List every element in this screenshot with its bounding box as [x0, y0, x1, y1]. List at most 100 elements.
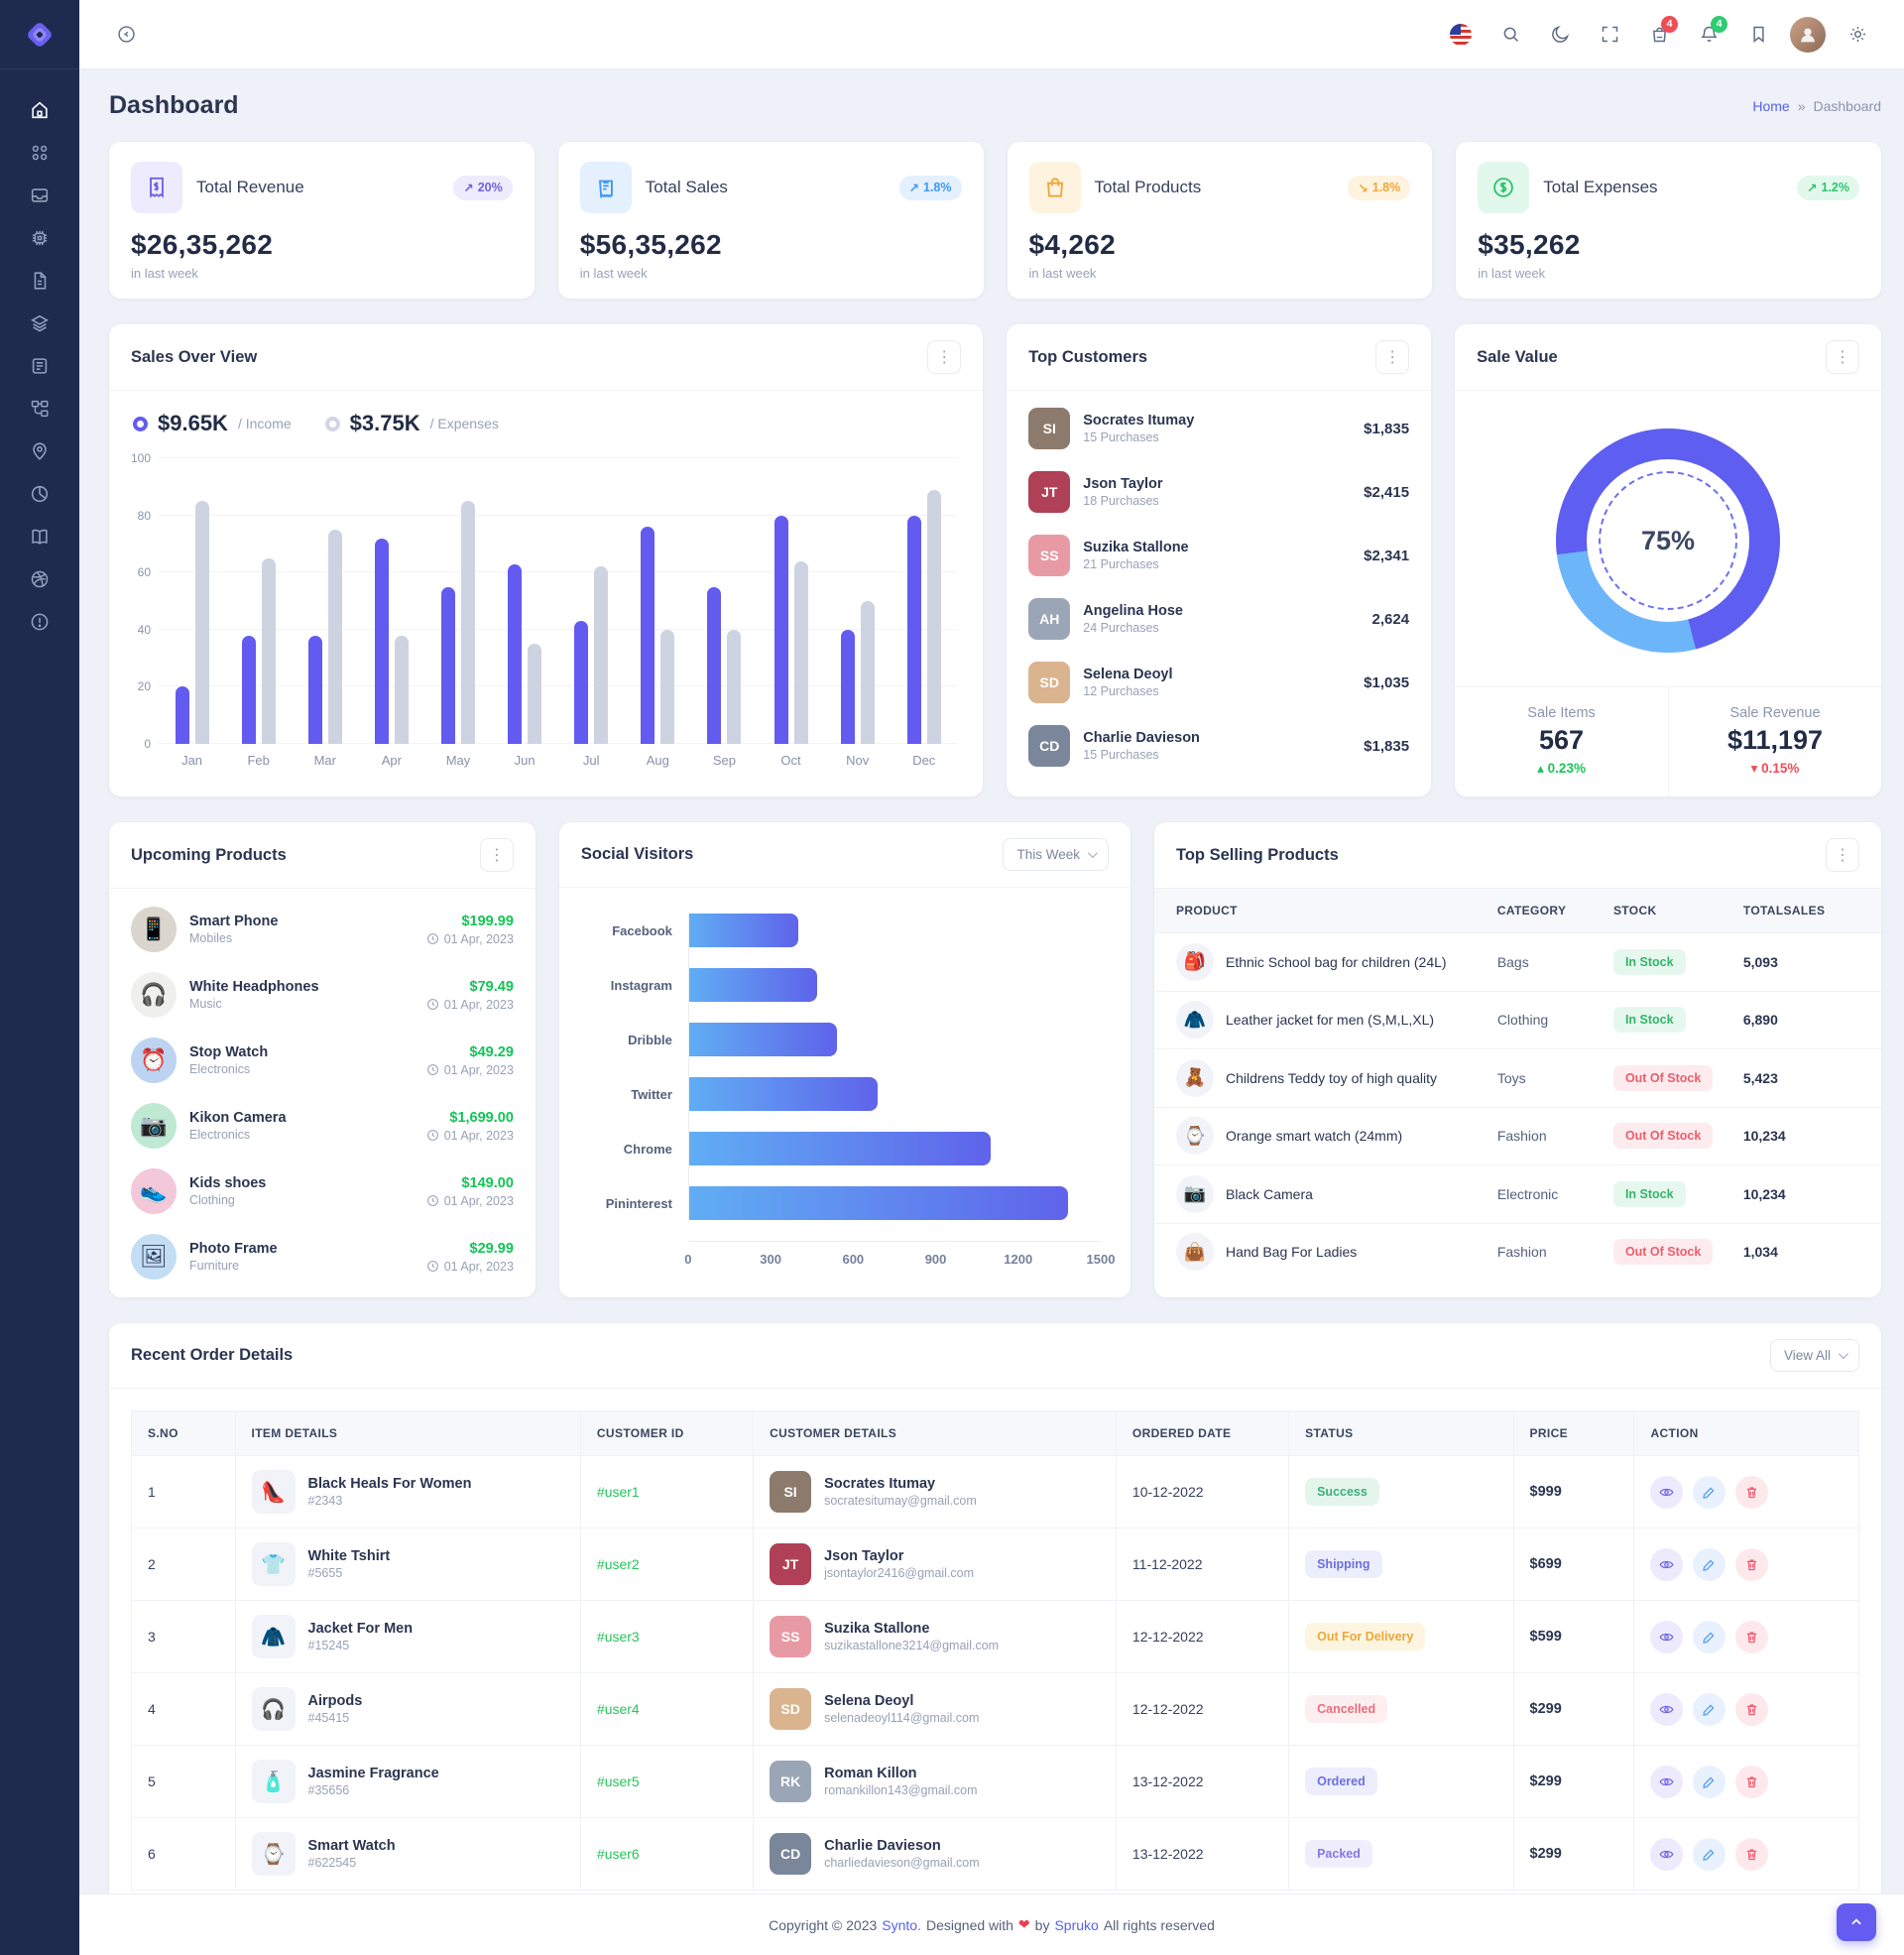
language-flag-button[interactable]	[1442, 16, 1480, 54]
sidebar-item-forms[interactable]	[20, 353, 60, 379]
top-selling-row[interactable]: 🧸 Childrens Teddy toy of high quality Toy…	[1153, 1048, 1881, 1107]
customer-name: Angelina Hose	[1083, 603, 1183, 619]
product-row[interactable]: ⏰ Stop Watch Electronics $49.29 01 Apr, …	[109, 1028, 536, 1093]
product-date: 01 Apr, 2023	[426, 1194, 514, 1208]
top-customers-menu-button[interactable]: ⋮	[1375, 340, 1410, 374]
customer-id-link[interactable]: #user2	[579, 1527, 755, 1601]
customer-id-link[interactable]: #user3	[579, 1600, 755, 1673]
bookmark-button[interactable]	[1739, 16, 1777, 54]
app-logo[interactable]	[0, 0, 79, 69]
edit-order-button[interactable]	[1693, 1837, 1726, 1871]
synto-link[interactable]: Synto.	[882, 1916, 921, 1933]
view-order-button[interactable]	[1650, 1475, 1684, 1509]
product-category: Electronic	[1496, 1185, 1559, 1202]
sidebar-item-inbox[interactable]	[20, 183, 60, 208]
delete-order-button[interactable]	[1735, 1620, 1769, 1653]
bar-income-jan	[175, 686, 189, 744]
customer-row[interactable]: SD Selena Deoyl 12 Purchases $1,035	[1007, 651, 1431, 714]
sidebar-item-charts[interactable]	[20, 481, 60, 507]
scroll-to-top-button[interactable]	[1837, 1903, 1876, 1941]
fullscreen-button[interactable]	[1591, 16, 1628, 54]
revenue-receipt-icon	[131, 162, 182, 213]
edit-order-button[interactable]	[1693, 1620, 1726, 1653]
avatar-initials: SS	[780, 1629, 800, 1645]
edit-order-button[interactable]	[1693, 1692, 1726, 1726]
customer-amount: 2,624	[1371, 610, 1410, 628]
sidebar-collapse-button[interactable]	[107, 16, 145, 54]
customer-id-link[interactable]: #user4	[579, 1672, 755, 1746]
upcoming-products-menu-button[interactable]: ⋮	[479, 838, 514, 872]
sidebar-item-apps[interactable]	[20, 140, 60, 166]
breadcrumb-home-link[interactable]: Home	[1752, 97, 1790, 114]
item-icon: 🧴	[261, 1771, 286, 1793]
edit-order-button[interactable]	[1693, 1475, 1726, 1509]
social-visitors-filter-dropdown[interactable]: This Week	[1003, 838, 1109, 871]
product-row[interactable]: 📱 Smart Phone Mobiles $199.99 01 Apr, 20…	[109, 897, 536, 962]
sidebar-item-maps[interactable]	[20, 438, 60, 464]
bar-expenses-oct	[793, 560, 808, 744]
view-order-button[interactable]	[1650, 1620, 1684, 1653]
date-text: 01 Apr, 2023	[443, 1062, 514, 1077]
eye-icon	[1660, 1488, 1674, 1496]
product-category: Furniture	[189, 1259, 240, 1273]
sidebar-item-docs[interactable]	[20, 524, 60, 550]
product-row[interactable]: 🎧 White Headphones Music $79.49 01 Apr, …	[109, 962, 536, 1028]
top-selling-row[interactable]: 🧥 Leather jacket for men (S,M,L,XL) Cloth…	[1153, 990, 1881, 1049]
y-tick: 80	[137, 508, 151, 523]
social-label-dribble: Dribble	[628, 1032, 672, 1047]
delete-order-button[interactable]	[1735, 1547, 1769, 1581]
view-order-button[interactable]	[1650, 1765, 1684, 1798]
delete-order-button[interactable]	[1735, 1837, 1769, 1871]
avatar-initials: SI	[1042, 421, 1056, 436]
sale-value-menu-button[interactable]: ⋮	[1825, 340, 1859, 374]
product-row[interactable]: 📷 Kikon Camera Electronics $1,699.00 01 …	[109, 1093, 536, 1159]
search-button[interactable]	[1491, 16, 1529, 54]
notifications-badge: 4	[1711, 15, 1727, 33]
customer-row[interactable]: SI Socrates Itumay 15 Purchases $1,835	[1007, 397, 1431, 460]
sidebar-item-error[interactable]	[20, 609, 60, 635]
profile-button[interactable]	[1789, 16, 1827, 54]
view-order-button[interactable]	[1650, 1692, 1684, 1726]
product-row[interactable]: 🖼 Photo Frame Furniture $29.99 01 Apr, 2…	[109, 1224, 536, 1289]
dark-mode-button[interactable]	[1541, 16, 1579, 54]
customer-id-link[interactable]: #user6	[579, 1817, 755, 1891]
customer-row[interactable]: JT Json Taylor 18 Purchases $2,415	[1007, 460, 1431, 524]
stock-badge: In Stock	[1612, 1180, 1686, 1207]
customer-id-link[interactable]: #user1	[579, 1455, 755, 1528]
bar-income-oct	[774, 515, 788, 744]
bar-income-may	[440, 586, 455, 744]
customer-row[interactable]: AH Angelina Hose 24 Purchases 2,624	[1007, 587, 1431, 651]
delete-order-button[interactable]	[1735, 1692, 1769, 1726]
top-selling-row[interactable]: 📷 Black Camera Electronic In Stock 10,234	[1153, 1164, 1881, 1223]
sidebar-item-dribbble[interactable]	[20, 566, 60, 592]
view-all-dropdown[interactable]: View All	[1769, 1339, 1859, 1372]
customer-id-link[interactable]: #user5	[579, 1745, 755, 1818]
customer-row[interactable]: SS Suzika Stallone 21 Purchases $2,341	[1007, 524, 1431, 587]
settings-button[interactable]	[1839, 16, 1876, 54]
sidebar-item-cpu[interactable]	[20, 225, 60, 251]
cart-button[interactable]: 4	[1640, 15, 1678, 54]
top-selling-row[interactable]: 👜 Hand Bag For Ladies Fashion Out Of Stoc…	[1153, 1222, 1881, 1282]
sales-overview-menu-button[interactable]: ⋮	[927, 340, 962, 374]
sidebar-item-pages[interactable]	[20, 268, 60, 294]
delete-order-button[interactable]	[1735, 1475, 1769, 1509]
view-order-button[interactable]	[1650, 1547, 1684, 1581]
customer-row[interactable]: CD Charlie Davieson 15 Purchases $1,835	[1007, 714, 1431, 778]
edit-order-button[interactable]	[1693, 1547, 1726, 1581]
sidebar-item-home[interactable]	[20, 97, 60, 123]
delete-order-button[interactable]	[1735, 1765, 1769, 1798]
sidebar-item-tree[interactable]	[20, 396, 60, 422]
edit-order-button[interactable]	[1693, 1765, 1726, 1798]
product-image: 🎧	[131, 972, 177, 1018]
customer-email: romankillon143@gmail.com	[824, 1783, 978, 1797]
sidebar-item-layers[interactable]	[20, 310, 60, 336]
top-selling-row[interactable]: 🎒 Ethnic School bag for children (24L) Ba…	[1153, 932, 1881, 991]
moon-icon	[1551, 25, 1569, 43]
notifications-button[interactable]: 4	[1690, 15, 1727, 54]
view-order-button[interactable]	[1650, 1837, 1684, 1871]
spruko-link[interactable]: Spruko	[1054, 1916, 1099, 1933]
top-selling-row[interactable]: ⌚ Orange smart watch (24mm) Fashion Out O…	[1153, 1106, 1881, 1165]
order-price: $299	[1512, 1672, 1635, 1746]
product-row[interactable]: 👟 Kids shoes Clothing $149.00 01 Apr, 20…	[109, 1159, 536, 1224]
top-selling-menu-button[interactable]: ⋮	[1825, 838, 1859, 872]
